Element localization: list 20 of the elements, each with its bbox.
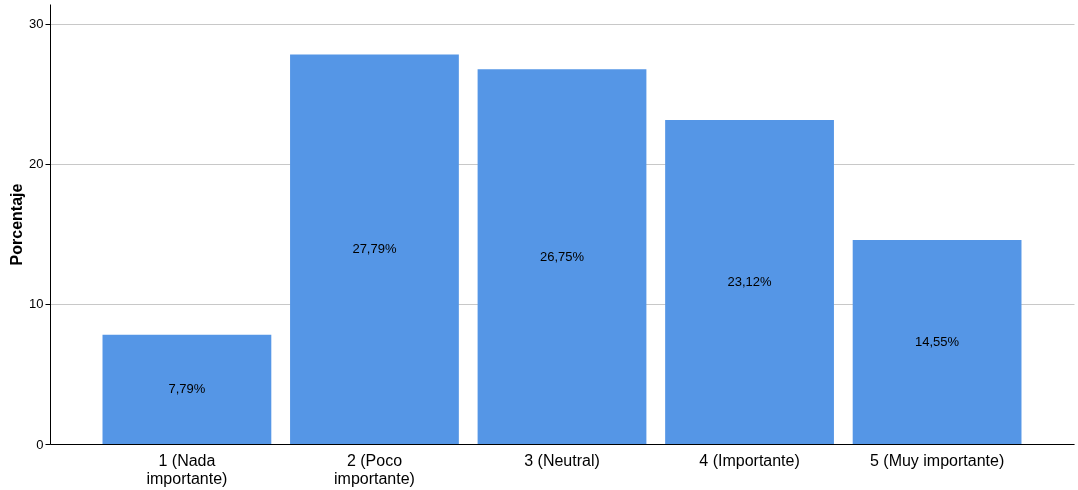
bar [477, 69, 647, 444]
bar [290, 54, 459, 444]
y-tick-label: 10 [29, 296, 44, 312]
x-tick-label: 5 (Muy importante) [869, 451, 1005, 469]
y-tick-label: 30 [29, 16, 44, 32]
data-label: 14,55% [915, 334, 960, 350]
x-tick-label: 2 (Poco importante) [333, 451, 415, 487]
y-tick-label: 20 [29, 156, 44, 172]
bar [102, 334, 272, 444]
data-label: 27,79% [352, 241, 397, 257]
y-tick-label: 0 [36, 436, 44, 452]
data-label: 7,79% [168, 381, 206, 397]
x-tick-label: 1 (Nada importante) [146, 451, 228, 487]
data-label: 23,12% [727, 274, 773, 290]
x-tick-label: 3 (Neutral) [524, 451, 600, 469]
bar [665, 120, 834, 444]
x-tick-label: 4 (Importante) [699, 451, 800, 469]
data-label: 26,75% [539, 248, 585, 264]
y-axis-title: Porcentaje [8, 183, 26, 266]
bar [852, 240, 1022, 444]
